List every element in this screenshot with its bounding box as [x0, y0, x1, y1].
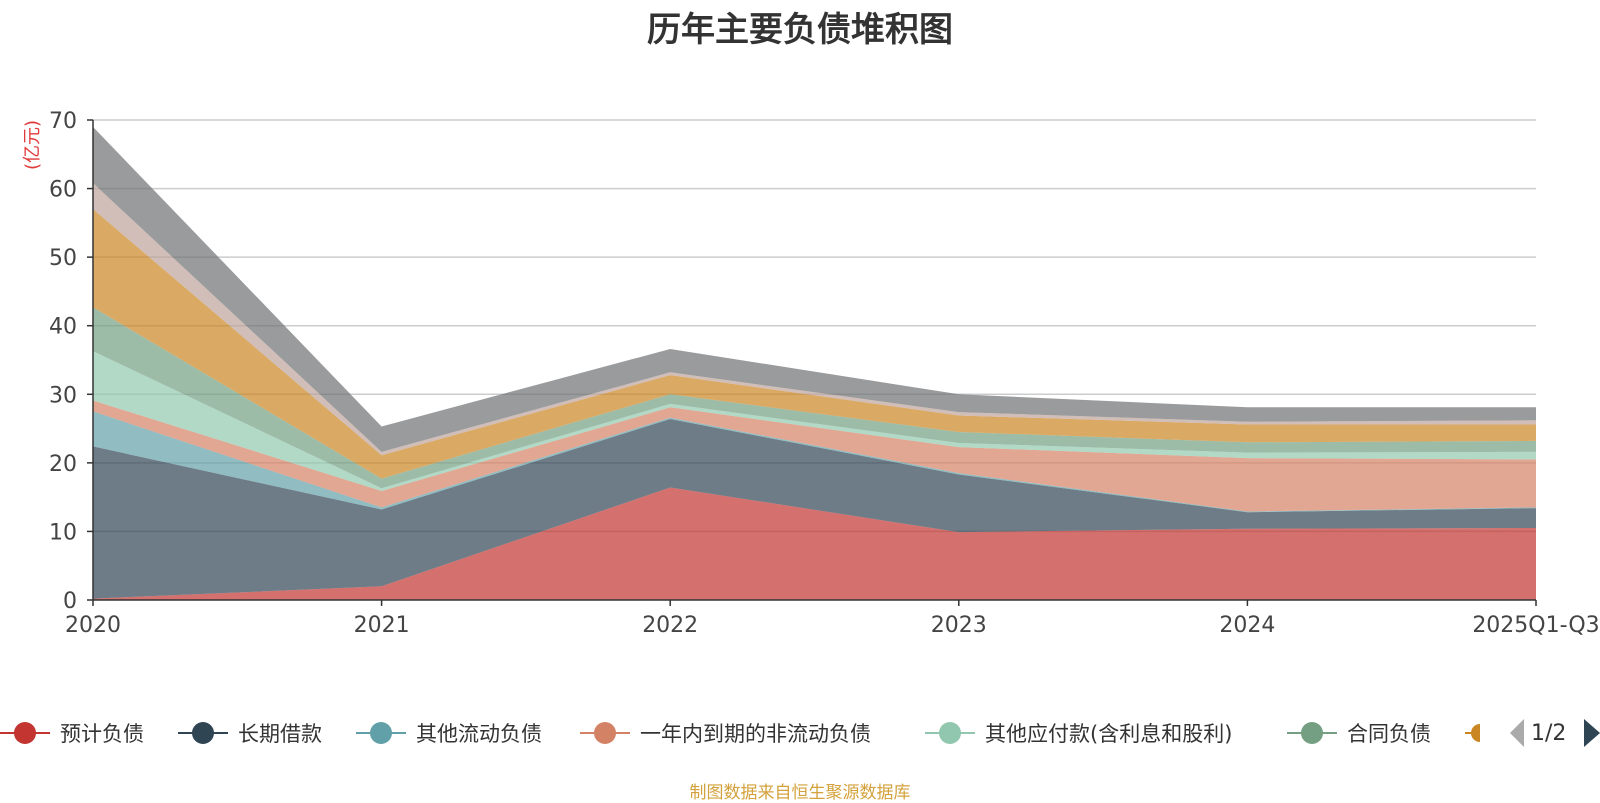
legend-item[interactable]: 一年内到期的非流动负债: [580, 722, 871, 746]
area-series-5[interactable]: [93, 307, 1536, 489]
y-tick-label: 70: [49, 109, 77, 134]
area-series-3[interactable]: [93, 400, 1536, 512]
legend-label: 合同负债: [1347, 722, 1431, 746]
legend-label: 一年内到期的非流动负债: [640, 722, 871, 746]
source-note: 制图数据来自恒生聚源数据库: [689, 783, 911, 803]
legend-prev-icon[interactable]: [1510, 719, 1524, 747]
x-tick-label: 2025Q1-Q3: [1472, 613, 1599, 638]
legend-page-indicator: 1/2: [1531, 721, 1566, 746]
x-tick-label: 2023: [931, 613, 987, 638]
y-tick-label: 50: [49, 246, 77, 271]
x-tick-label: 2020: [65, 613, 121, 638]
legend-label: 长期借款: [238, 722, 322, 746]
legend-marker: [1301, 722, 1323, 744]
legend-item[interactable]: 合同负债: [1287, 722, 1431, 746]
y-tick-label: 30: [49, 383, 77, 408]
axis-layer: 0 10 20 30 40 50 60 70 2020 2021 2022 2023 2024 2025Q…: [49, 109, 1600, 638]
legend-marker: [939, 722, 961, 744]
legend-item[interactable]: 预计负债: [0, 722, 144, 746]
legend-item-clipped[interactable]: [1465, 724, 1480, 742]
area-series-1[interactable]: [93, 419, 1536, 599]
legend-pager: 1/2: [1510, 719, 1600, 747]
y-tick-label: 40: [49, 315, 77, 340]
y-tick-label: 60: [49, 178, 77, 203]
chart-title: 历年主要负债堆积图: [647, 10, 953, 50]
y-tick-label: 10: [49, 520, 77, 545]
legend-label: 其他流动负债: [416, 722, 542, 746]
legend-item[interactable]: 长期借款: [178, 722, 322, 746]
legend-label: 预计负债: [60, 722, 144, 746]
legend-next-icon[interactable]: [1584, 719, 1600, 747]
x-tick-label: 2024: [1219, 613, 1275, 638]
legend-item[interactable]: 其他流动负债: [356, 722, 542, 746]
x-tick-label: 2021: [354, 613, 410, 638]
area-layer: [93, 126, 1536, 601]
legend-item[interactable]: 其他应付款(含利息和股利): [925, 722, 1232, 746]
legend-marker: [594, 722, 616, 744]
y-axis-unit: (亿元): [22, 120, 43, 170]
y-tick-label: 20: [49, 452, 77, 477]
y-tick-label: 0: [63, 589, 77, 614]
legend-marker: [1471, 724, 1480, 742]
area-series-8[interactable]: [93, 126, 1536, 452]
legend: 预计负债 长期借款 其他流动负债 一年内到期的非流动负债 其他应付款(含利息和股利) 合同…: [0, 722, 1480, 746]
legend-marker: [370, 722, 392, 744]
x-tick-label: 2022: [642, 613, 698, 638]
legend-marker: [192, 722, 214, 744]
area-series-0[interactable]: [93, 487, 1536, 601]
legend-marker: [14, 722, 36, 744]
legend-label: 其他应付款(含利息和股利): [985, 722, 1232, 746]
